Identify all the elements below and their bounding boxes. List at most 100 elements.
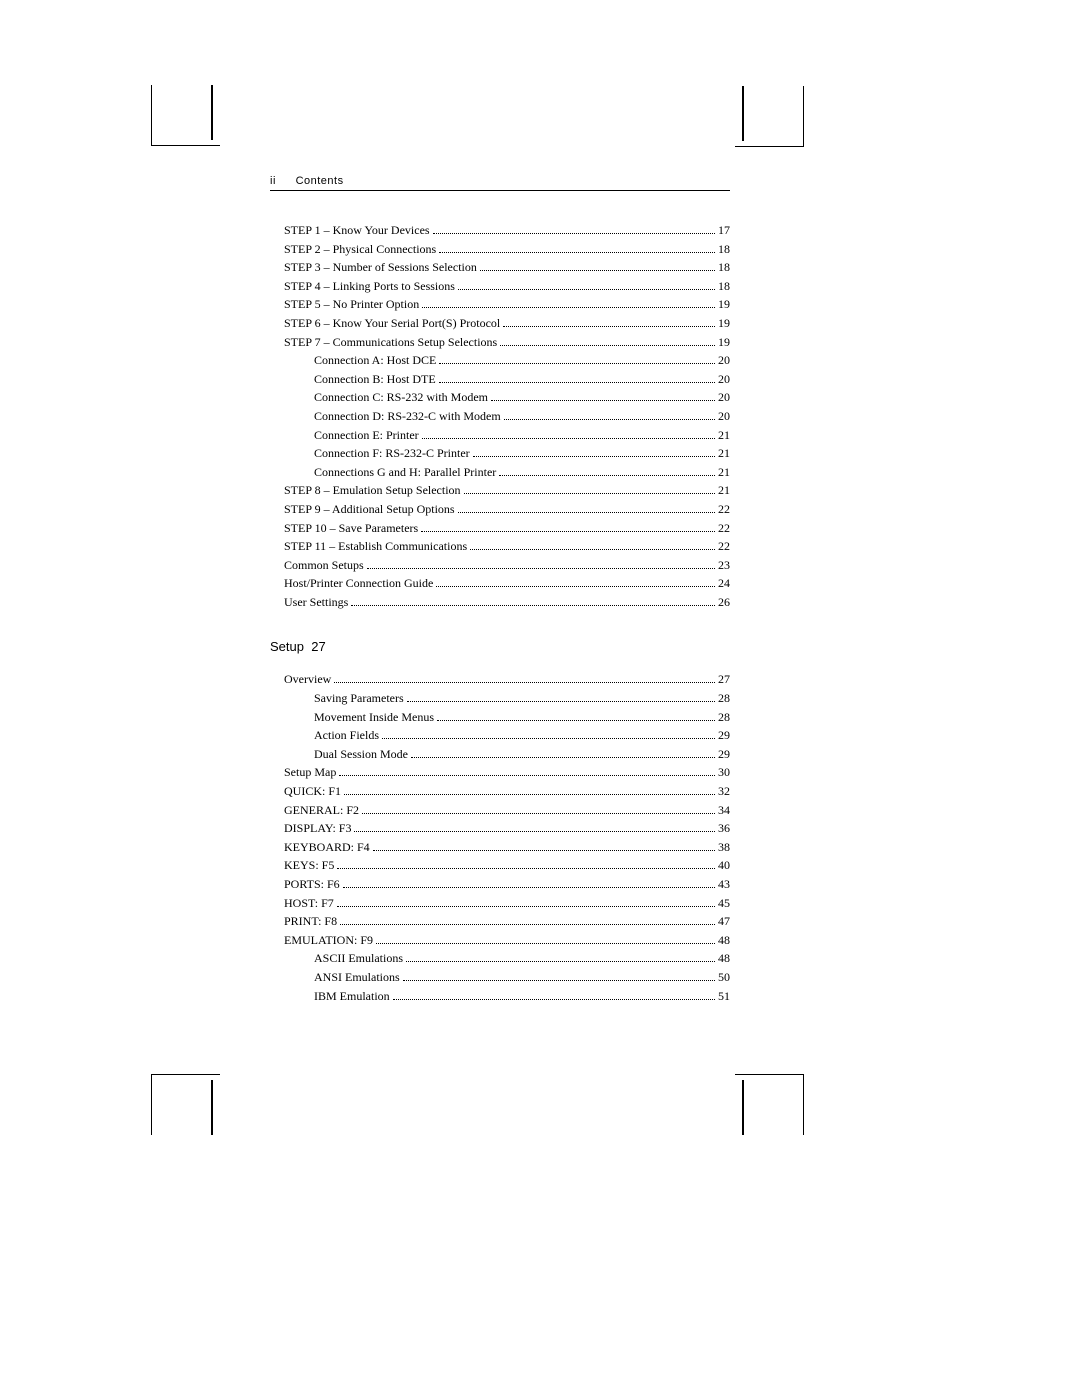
- toc-leader-dots: [439, 375, 715, 383]
- toc-leader-dots: [407, 694, 715, 702]
- toc-entry-page: 45: [718, 894, 730, 913]
- toc-leader-dots: [470, 543, 715, 551]
- toc-entry-page: 19: [718, 295, 730, 314]
- toc-leader-dots: [351, 598, 715, 606]
- toc-entry-page: 21: [718, 463, 730, 482]
- toc-entry: Common Setups 23: [284, 556, 730, 575]
- toc-entry-label: STEP 10 – Save Parameters: [284, 519, 418, 538]
- toc-entry-label: Setup Map: [284, 763, 336, 782]
- toc-entry: STEP 8 – Emulation Setup Selection21: [284, 481, 730, 500]
- toc-entry: Connection F: RS-232-C Printer21: [284, 444, 730, 463]
- toc-leader-dots: [334, 676, 715, 684]
- toc-entry-page: 18: [718, 240, 730, 259]
- section-heading-setup: Setup 27: [270, 639, 730, 654]
- toc-entry-page: 18: [718, 258, 730, 277]
- toc-entry-page: 22: [718, 500, 730, 519]
- toc-entry-page: 20: [718, 388, 730, 407]
- header-title: Contents: [296, 175, 344, 187]
- toc-leader-dots: [504, 412, 715, 420]
- toc-entry: Setup Map30: [284, 763, 730, 782]
- toc-entry: Connection E: Printer21: [284, 426, 730, 445]
- toc-entry: Host/Printer Connection Guide24: [284, 574, 730, 593]
- toc-leader-dots: [340, 918, 715, 926]
- toc-entry-page: 17: [718, 221, 730, 240]
- toc-leader-dots: [393, 992, 715, 1000]
- toc-leader-dots: [503, 319, 715, 327]
- toc-entry-page: 29: [718, 745, 730, 764]
- toc-entry: Movement Inside Menus28: [284, 708, 730, 727]
- toc-leader-dots: [344, 787, 715, 795]
- toc-entry: KEYS: F540: [284, 856, 730, 875]
- toc-entry: Dual Session Mode 29: [284, 745, 730, 764]
- toc-entry: ASCII Emulations48: [284, 949, 730, 968]
- toc-leader-dots: [382, 732, 715, 740]
- toc-entry-page: 20: [718, 370, 730, 389]
- toc-leader-dots: [337, 899, 715, 907]
- toc-entry-page: 32: [718, 782, 730, 801]
- toc-leader-dots: [491, 394, 715, 402]
- toc-entry-label: PRINT: F8: [284, 912, 337, 931]
- toc-entry-page: 48: [718, 949, 730, 968]
- toc-leader-dots: [376, 936, 715, 944]
- toc-leader-dots: [436, 580, 715, 588]
- toc-entry-label: DISPLAY: F3: [284, 819, 351, 838]
- toc-entry-page: 18: [718, 277, 730, 296]
- toc-leader-dots: [458, 505, 715, 513]
- toc-entry: KEYBOARD: F438: [284, 838, 730, 857]
- toc-entry: DISPLAY: F3 36: [284, 819, 730, 838]
- toc-entry-label: EMULATION: F9: [284, 931, 373, 950]
- toc-entry-label: STEP 11 – Establish Communications: [284, 537, 467, 556]
- toc-entry-label: QUICK: F1: [284, 782, 341, 801]
- toc-leader-dots: [337, 862, 715, 870]
- toc-entry-page: 22: [718, 537, 730, 556]
- section-title-page: 27: [311, 639, 325, 654]
- toc-leader-dots: [406, 955, 715, 963]
- toc-entry: User Settings26: [284, 593, 730, 612]
- toc-entry-label: Connection A: Host DCE: [314, 351, 436, 370]
- toc-entry: PRINT: F847: [284, 912, 730, 931]
- toc-entry-label: IBM Emulation: [314, 987, 390, 1006]
- toc-entry: STEP 11 – Establish Communications 22: [284, 537, 730, 556]
- toc-entry: Connections G and H: Parallel Printer21: [284, 463, 730, 482]
- toc-entry: STEP 5 – No Printer Option19: [284, 295, 730, 314]
- toc-entry: STEP 10 – Save Parameters 22: [284, 519, 730, 538]
- toc-entry-label: STEP 2 – Physical Connections: [284, 240, 436, 259]
- crop-mark-top-left: [151, 85, 220, 146]
- toc-leader-dots: [439, 245, 715, 253]
- toc-entry-page: 24: [718, 574, 730, 593]
- toc-entry-page: 29: [718, 726, 730, 745]
- toc-entry-label: Connection B: Host DTE: [314, 370, 436, 389]
- toc-entry: STEP 1 – Know Your Devices17: [284, 221, 730, 240]
- toc-entry-page: 36: [718, 819, 730, 838]
- toc-leader-dots: [339, 769, 715, 777]
- toc-entry-label: Connection D: RS-232-C with Modem: [314, 407, 501, 426]
- toc-leader-dots: [403, 973, 715, 981]
- toc-entry: Connection B: Host DTE 20: [284, 370, 730, 389]
- toc-entry-page: 48: [718, 931, 730, 950]
- toc-entry-label: Common Setups: [284, 556, 364, 575]
- toc-entry: STEP 6 – Know Your Serial Port(S) Protoc…: [284, 314, 730, 333]
- toc-leader-dots: [433, 226, 715, 234]
- toc-entry-label: HOST: F7: [284, 894, 334, 913]
- toc-entry: STEP 3 – Number of Sessions Selection18: [284, 258, 730, 277]
- toc-leader-dots: [464, 487, 715, 495]
- toc-entry-page: 22: [718, 519, 730, 538]
- toc-leader-dots: [367, 561, 715, 569]
- toc-entry-page: 26: [718, 593, 730, 612]
- running-header: ii Contents: [270, 175, 730, 191]
- toc-entry: GENERAL: F234: [284, 801, 730, 820]
- toc-entry: Connection D: RS-232-C with Modem20: [284, 407, 730, 426]
- toc-entry: Saving Parameters28: [284, 689, 730, 708]
- toc-entry-page: 21: [718, 481, 730, 500]
- page-number-roman: ii: [270, 175, 292, 187]
- crop-mark-bottom-left: [151, 1074, 220, 1135]
- toc-entry-label: Dual Session Mode: [314, 745, 408, 764]
- toc-leader-dots: [422, 301, 715, 309]
- toc-block-2: Overview27Saving Parameters28Movement In…: [270, 670, 730, 1005]
- toc-entry: Connection A: Host DCE20: [284, 351, 730, 370]
- toc-leader-dots: [362, 806, 715, 814]
- toc-leader-dots: [373, 843, 715, 851]
- toc-leader-dots: [421, 524, 715, 532]
- toc-entry-page: 23: [718, 556, 730, 575]
- toc-entry-label: Action Fields: [314, 726, 379, 745]
